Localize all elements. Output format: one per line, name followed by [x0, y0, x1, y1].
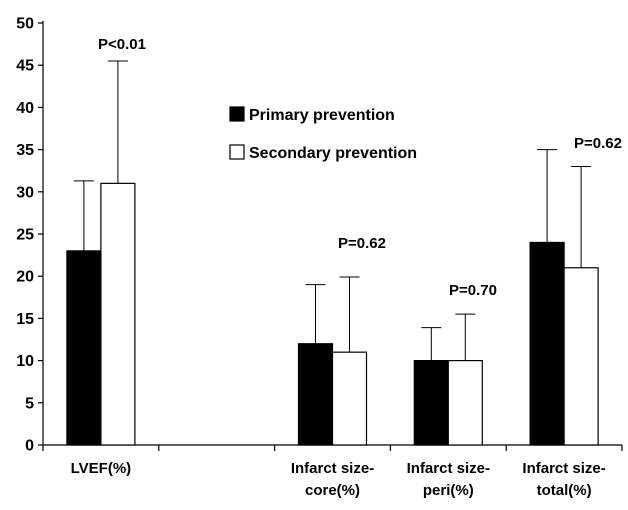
bar-secondary-2 — [331, 351, 368, 446]
bars — [66, 60, 599, 446]
y-tick-label-10: 10 — [16, 353, 34, 370]
category-label-4-1: total(%) — [537, 482, 592, 499]
bar-secondary-0 — [100, 182, 136, 446]
y-tick-label-50: 50 — [16, 16, 34, 33]
y-tick-label-0: 0 — [25, 438, 34, 455]
bar-secondary-4 — [563, 267, 599, 446]
bar-primary-3 — [413, 360, 449, 446]
y-tick-label-5: 5 — [25, 395, 34, 412]
bar-primary-0 — [66, 250, 102, 446]
y-tick-label-40: 40 — [16, 100, 34, 117]
category-label-2-0: Infarct size- — [291, 460, 374, 477]
category-label-0-0: LVEF(%) — [71, 460, 132, 477]
category-label-3-0: Infarct size- — [407, 460, 490, 477]
p-value-0: P<0.01 — [98, 36, 146, 53]
legend-label-primary: Primary prevention — [249, 107, 395, 124]
category-label-4-0: Infarct size- — [522, 460, 605, 477]
bar-secondary-3 — [447, 360, 483, 446]
p-value-2: P=0.62 — [338, 235, 386, 252]
legend: Primary prevention Secondary prevention — [229, 106, 417, 162]
axes: 0 5 10 15 20 25 30 35 40 45 50 — [16, 16, 623, 455]
y-tick-label-45: 45 — [16, 58, 34, 75]
p-value-3: P=0.70 — [449, 282, 497, 299]
y-tick-label-20: 20 — [16, 269, 34, 286]
y-tick-label-25: 25 — [16, 227, 34, 244]
bar-primary-2 — [297, 343, 334, 446]
y-tick-label-35: 35 — [16, 142, 34, 159]
bar-primary-4 — [529, 241, 565, 446]
category-label-2-1: core(%) — [305, 482, 360, 499]
legend-label-secondary: Secondary prevention — [249, 145, 417, 162]
legend-swatch-primary — [229, 106, 245, 122]
y-tick-label-15: 15 — [16, 311, 34, 328]
p-value-4: P=0.62 — [574, 135, 622, 152]
labels: LVEF(%) Infarct size-core(%) Infarct size-… — [71, 36, 622, 499]
category-label-3-1: peri(%) — [423, 482, 474, 499]
legend-swatch-secondary — [229, 144, 245, 160]
y-tick-label-30: 30 — [16, 184, 34, 201]
